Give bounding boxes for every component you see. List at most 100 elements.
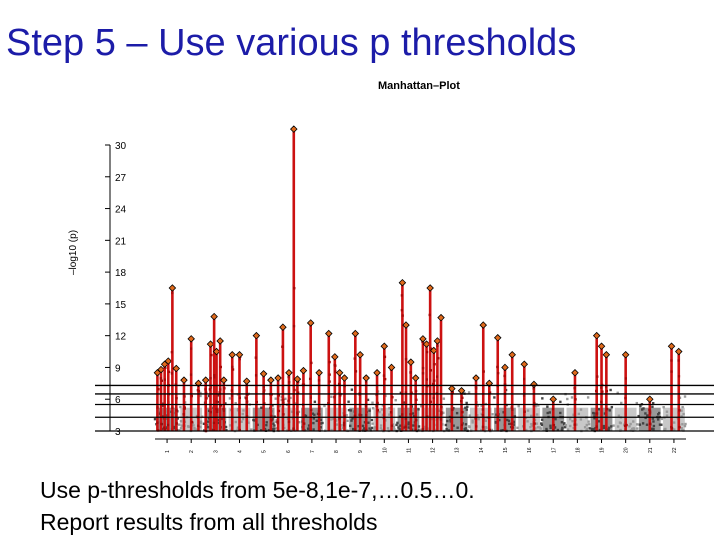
signal-point <box>328 380 331 383</box>
signal-point <box>170 372 174 375</box>
signal-point <box>318 407 321 410</box>
signal-point <box>209 377 212 380</box>
background-point <box>563 425 567 429</box>
background-point <box>271 404 274 407</box>
top-snp-marker <box>597 342 606 351</box>
signal-point <box>157 388 160 391</box>
background-band <box>445 407 468 431</box>
background-point <box>199 394 202 398</box>
signal-point <box>428 313 431 317</box>
signal-point <box>337 382 341 386</box>
signal-point <box>459 399 463 403</box>
signal-point <box>160 422 163 426</box>
background-point <box>371 407 375 410</box>
top-snp-marker <box>228 350 237 359</box>
signal-point <box>215 410 219 413</box>
signal-point <box>189 373 193 376</box>
signal-point <box>670 426 674 430</box>
background-point <box>370 418 374 422</box>
background-point <box>274 397 277 400</box>
signal-point <box>440 411 443 414</box>
signal-point <box>262 389 266 392</box>
background-point <box>493 396 496 399</box>
signal-point <box>317 410 321 413</box>
signal-point <box>436 344 439 348</box>
signal-point <box>432 382 435 386</box>
signal-point <box>296 380 300 384</box>
signal-point <box>429 400 432 404</box>
signal-point <box>503 383 507 386</box>
signal-point <box>215 407 218 411</box>
signal-point <box>238 428 242 432</box>
signal-point <box>552 423 556 427</box>
signal-point <box>364 404 368 408</box>
background-point <box>467 391 471 394</box>
signal-point <box>230 394 234 397</box>
signal-point <box>190 420 194 424</box>
signal-point <box>282 401 285 404</box>
background-point <box>539 427 542 430</box>
signal-point <box>677 375 681 378</box>
top-snp-marker <box>472 374 480 382</box>
signal-point <box>511 426 514 429</box>
top-snp-marker <box>362 374 370 382</box>
signal-point <box>429 347 433 350</box>
background-point <box>609 388 612 392</box>
x-tick-label-17: 17 <box>551 447 557 453</box>
signal-point <box>404 425 407 429</box>
top-snp-marker <box>340 374 349 382</box>
top-snp-marker <box>259 370 268 378</box>
background-point <box>540 418 544 421</box>
signal-point <box>282 398 285 402</box>
signal-point <box>605 407 609 411</box>
background-point <box>371 422 374 425</box>
signal-point <box>189 347 193 350</box>
signal-point <box>421 366 425 370</box>
signal-point <box>354 370 358 373</box>
signal-point <box>435 391 439 395</box>
signal-point <box>648 412 652 415</box>
signal-point <box>461 410 464 414</box>
signal-point <box>292 427 295 430</box>
y-tick-label-27: 27 <box>115 173 127 184</box>
top-snp-marker <box>571 368 579 377</box>
signal-point <box>282 413 285 416</box>
signal-point <box>421 427 425 431</box>
top-snp-marker <box>274 374 282 382</box>
top-snp-marker <box>501 363 509 372</box>
top-snp-marker <box>187 335 195 343</box>
background-point <box>297 410 301 414</box>
top-snp-marker <box>602 350 611 359</box>
signal-point <box>230 389 234 392</box>
background-point <box>683 395 687 398</box>
background-point <box>660 417 664 421</box>
signal-point <box>400 308 404 312</box>
background-point <box>179 405 182 409</box>
background-point <box>346 419 349 423</box>
top-snp-marker <box>621 350 630 359</box>
signal-point <box>375 404 378 408</box>
signal-point <box>532 404 536 407</box>
background-band <box>663 407 685 431</box>
background-point <box>420 405 423 408</box>
signal-point <box>159 377 163 380</box>
background-point <box>651 405 654 408</box>
signal-point <box>389 411 393 414</box>
background-point <box>517 404 520 408</box>
background-point <box>225 428 228 432</box>
signal-point <box>255 400 258 404</box>
signal-point <box>648 410 652 413</box>
signal-point <box>212 429 215 432</box>
top-snp-marker <box>667 342 676 351</box>
top-snp-marker <box>479 321 488 329</box>
top-snp-marker <box>235 350 244 359</box>
signal-point <box>296 391 300 394</box>
signal-point <box>270 419 273 422</box>
signal-point <box>376 409 379 412</box>
signal-point <box>410 391 413 394</box>
signal-point <box>414 428 417 432</box>
x-tick-label-2: 2 <box>189 450 195 453</box>
signal-point <box>287 375 290 379</box>
signal-point <box>212 421 216 425</box>
